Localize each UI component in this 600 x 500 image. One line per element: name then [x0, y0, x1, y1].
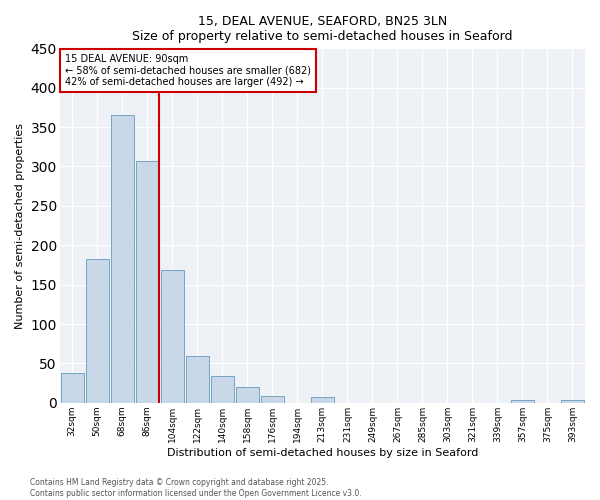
Bar — [61, 373, 84, 403]
Bar — [136, 161, 159, 403]
Bar — [261, 396, 284, 403]
Title: 15, DEAL AVENUE, SEAFORD, BN25 3LN
Size of property relative to semi-detached ho: 15, DEAL AVENUE, SEAFORD, BN25 3LN Size … — [132, 15, 512, 43]
Text: Contains HM Land Registry data © Crown copyright and database right 2025.
Contai: Contains HM Land Registry data © Crown c… — [30, 478, 362, 498]
Bar — [111, 116, 134, 403]
Bar — [311, 398, 334, 403]
Bar — [161, 270, 184, 403]
Bar — [86, 258, 109, 403]
Bar — [186, 356, 209, 403]
Y-axis label: Number of semi-detached properties: Number of semi-detached properties — [15, 122, 25, 328]
X-axis label: Distribution of semi-detached houses by size in Seaford: Distribution of semi-detached houses by … — [167, 448, 478, 458]
Bar — [561, 400, 584, 403]
Bar — [511, 400, 534, 403]
Bar — [236, 387, 259, 403]
Bar — [211, 376, 234, 403]
Text: 15 DEAL AVENUE: 90sqm
← 58% of semi-detached houses are smaller (682)
42% of sem: 15 DEAL AVENUE: 90sqm ← 58% of semi-deta… — [65, 54, 311, 87]
